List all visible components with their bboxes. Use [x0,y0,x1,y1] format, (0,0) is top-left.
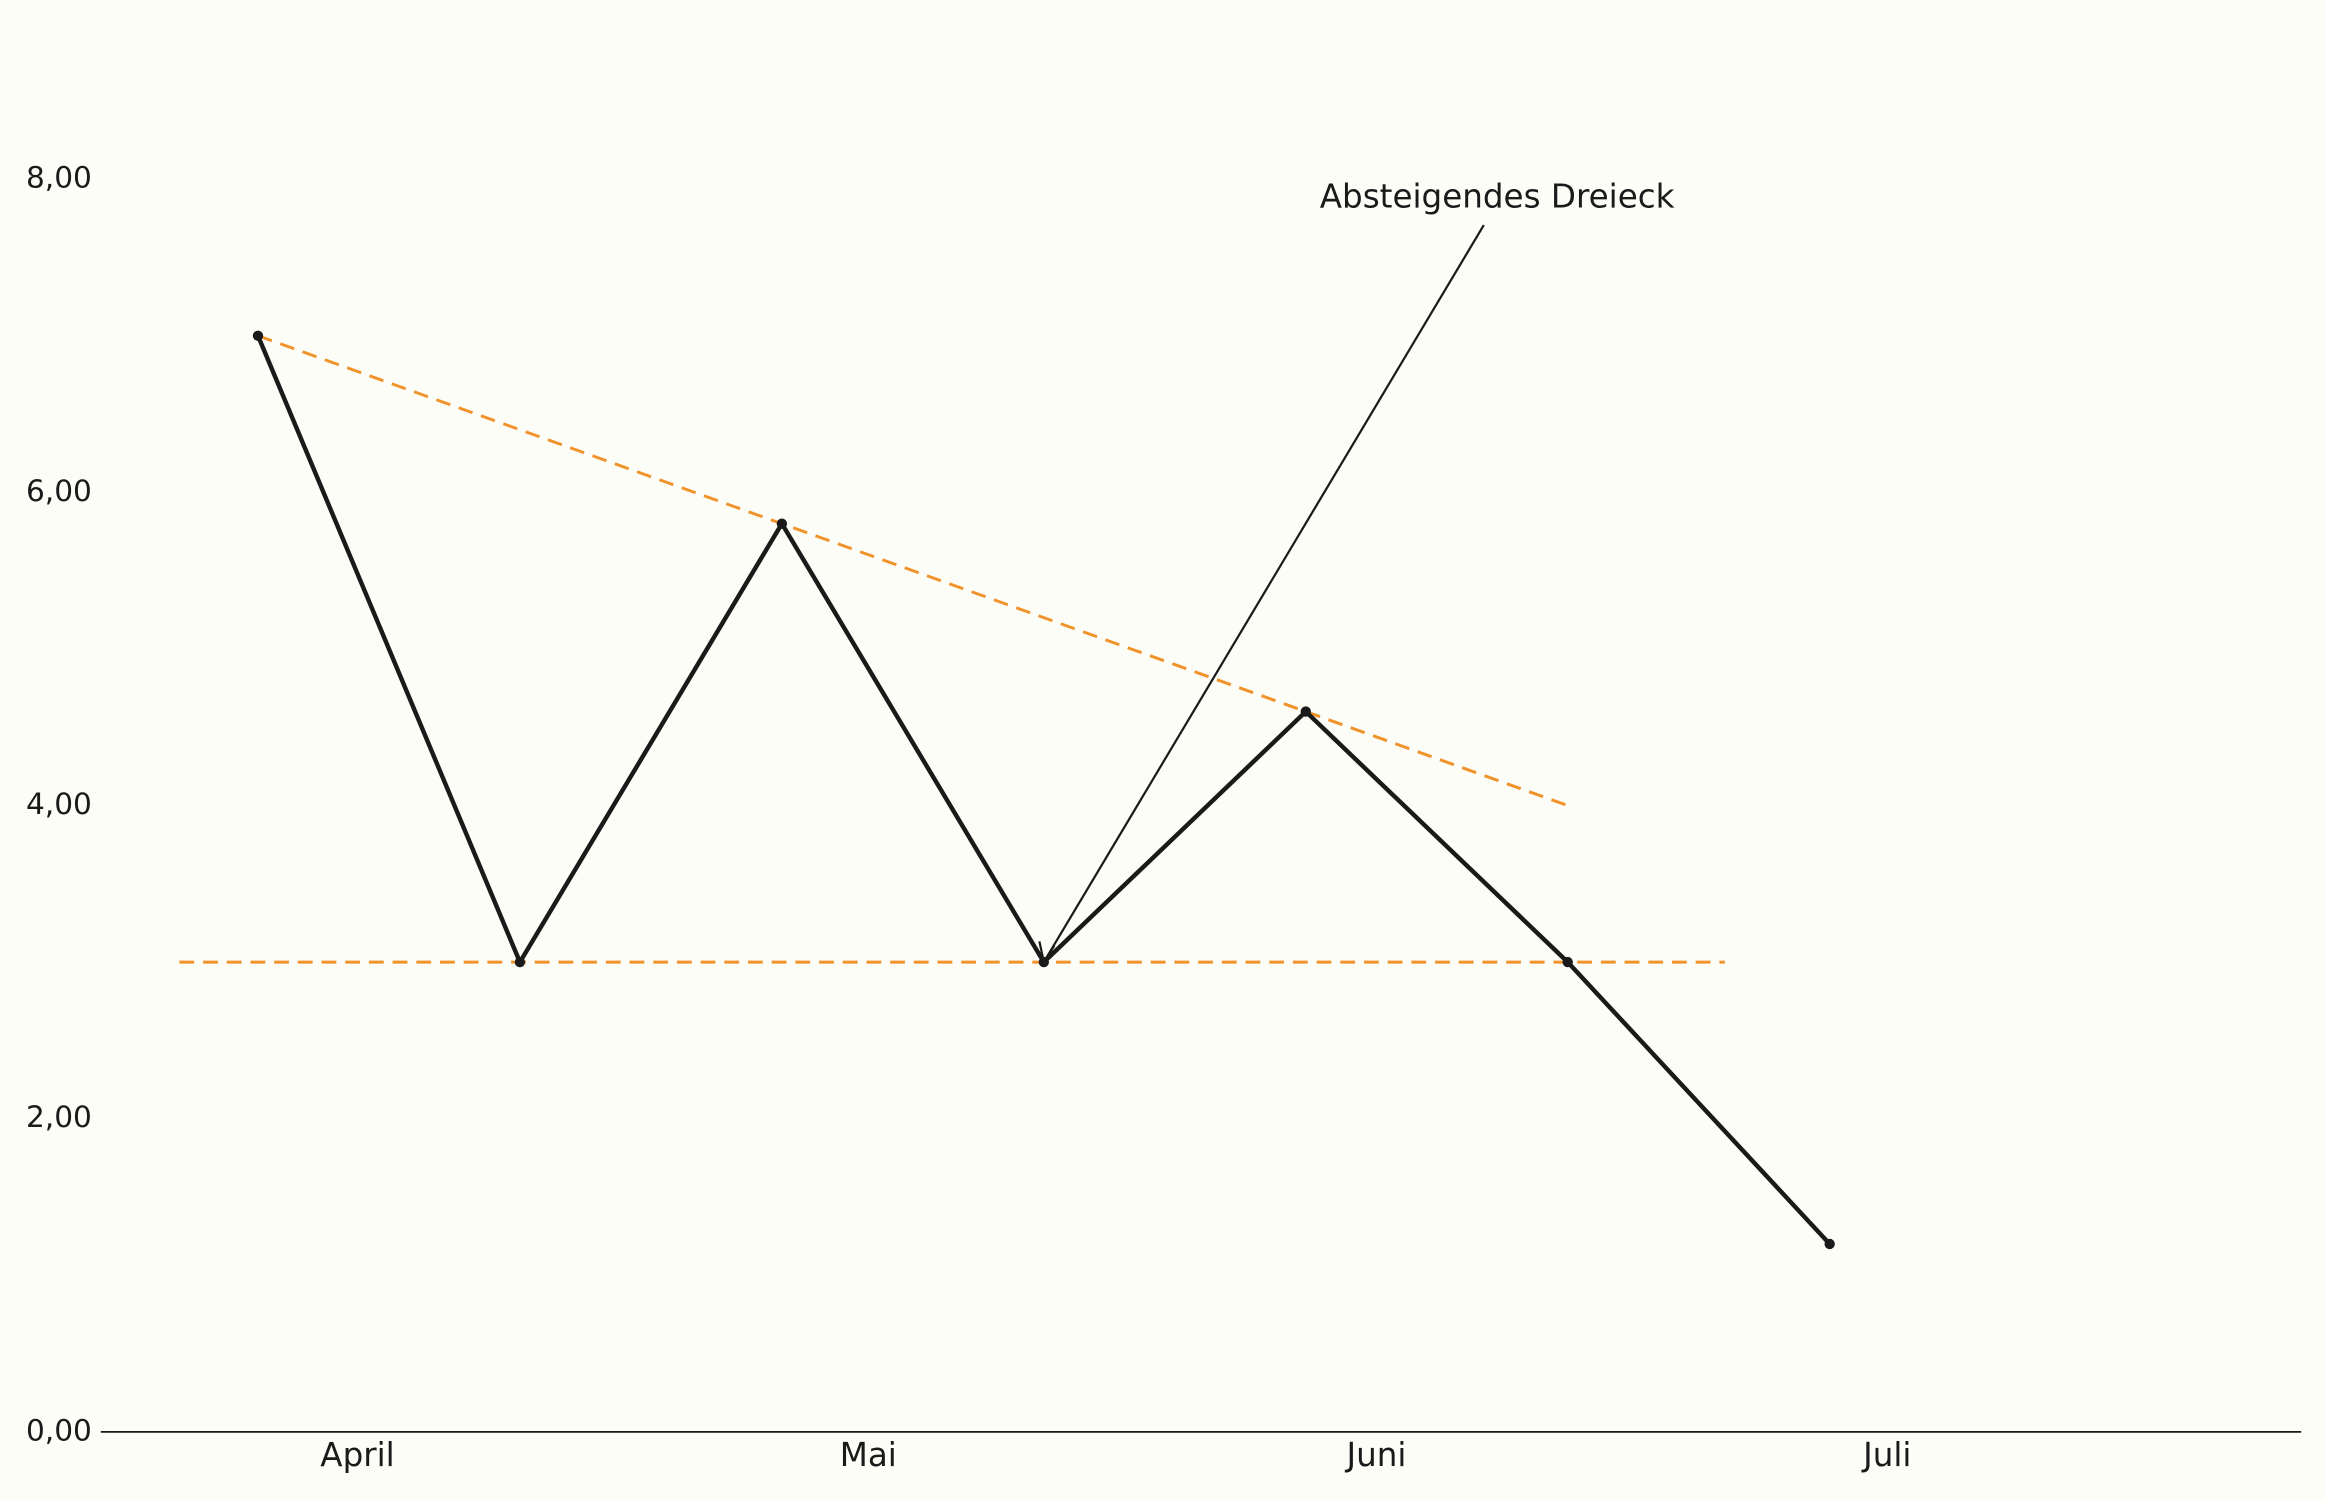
y-tick-label: 4,00 [26,787,92,821]
point [1300,706,1311,717]
annotation-arrowhead [1038,941,1056,966]
point [252,330,264,341]
point [776,518,788,529]
y-tick-label: 2,00 [26,1100,92,1134]
trend-line [257,334,1569,807]
point [514,956,526,968]
x-tick-label: Juni [1345,1436,1407,1474]
x-tick-label: Mai [840,1436,897,1474]
x-tick-label: Juli [1861,1436,1911,1474]
y-tick-label: 0,00 [26,1413,92,1447]
annotation-text: Absteigendes Dreieck [1320,177,1675,215]
point [1562,956,1573,968]
y-tick-label: 6,00 [26,474,92,508]
x-tick-label: April [320,1436,394,1474]
annotation-arrow [1042,224,1485,963]
y-tick-label: 8,00 [26,161,92,195]
point [1824,1238,1835,1250]
